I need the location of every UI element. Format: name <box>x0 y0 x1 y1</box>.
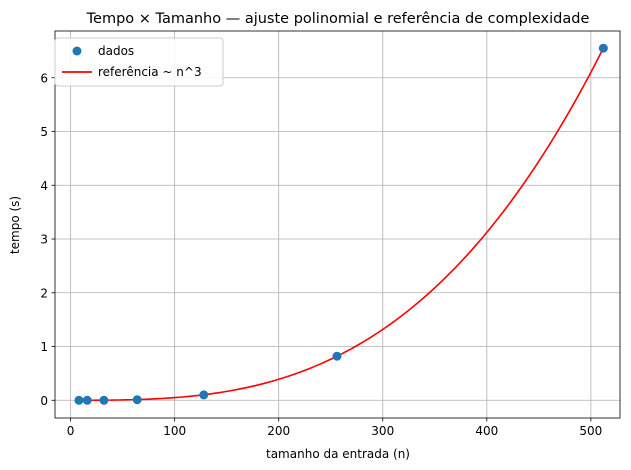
x-tick-label: 200 <box>267 424 290 438</box>
legend-marker-dados <box>72 46 82 56</box>
x-axis-label: tamanho da entrada (n) <box>266 447 410 461</box>
y-tick-label: 0 <box>40 394 48 408</box>
y-axis-label: tempo (s) <box>8 196 22 254</box>
data-point <box>74 395 84 405</box>
data-point <box>332 351 342 361</box>
data-point <box>598 43 608 53</box>
curve-layer <box>78 47 605 402</box>
legend-label-dados: dados <box>98 44 134 58</box>
x-tick-label: 0 <box>67 424 75 438</box>
data-point <box>99 395 109 405</box>
legend-label-reference: referência ~ n^3 <box>98 65 202 79</box>
points-layer <box>74 43 608 405</box>
y-tick-label: 1 <box>40 340 48 354</box>
x-tick-label: 300 <box>371 424 394 438</box>
legend: dados referência ~ n^3 <box>54 37 224 87</box>
data-point <box>82 395 92 405</box>
x-tick-label: 100 <box>163 424 186 438</box>
grid <box>55 31 620 418</box>
data-point <box>132 395 142 405</box>
chart-title: Tempo × Tamanho — ajuste polinomial e re… <box>86 11 590 27</box>
x-tick-label: 400 <box>475 424 498 438</box>
y-tick-label: 5 <box>40 125 48 139</box>
plot-frame <box>54 30 621 419</box>
y-tick-label: 6 <box>40 71 48 85</box>
x-tick-label: 500 <box>579 424 602 438</box>
legend-box <box>54 37 224 87</box>
ticks: 0 100 200 300 400 500 0 1 2 3 4 5 6 <box>40 71 602 438</box>
y-tick-label: 2 <box>40 286 48 300</box>
reference-curve <box>78 47 605 402</box>
data-point <box>199 390 209 400</box>
y-tick-label: 4 <box>40 179 48 193</box>
y-tick-label: 3 <box>40 233 48 247</box>
